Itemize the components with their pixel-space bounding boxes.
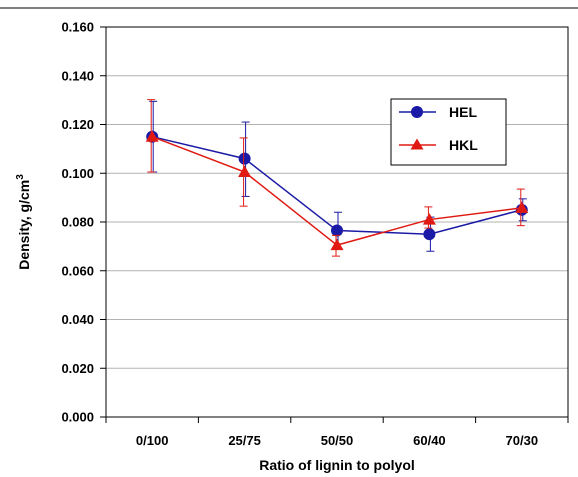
data-point — [145, 130, 159, 142]
x-tick-label: 50/50 — [321, 433, 354, 448]
x-tick-label: 0/100 — [136, 433, 169, 448]
grid-lines — [100, 26, 568, 418]
series-hel — [146, 100, 528, 252]
series-layer — [145, 99, 529, 257]
y-tick-labels: 0.000 0.020 0.040 0.060 0.080 0.100 0.120 0.140… — [61, 20, 94, 425]
x-tick-labels: 0/100 25/75 50/50 60/40 70/30 — [136, 433, 538, 448]
legend-label-hkl: HKL — [449, 137, 478, 153]
data-point — [331, 224, 343, 237]
y-tick-label: 0.040 — [61, 312, 94, 327]
legend-box — [390, 98, 507, 166]
y-tick-label: 0.060 — [61, 263, 94, 278]
data-point — [238, 152, 251, 165]
legend: HEL HKL — [390, 98, 507, 166]
y-tick-label: 0.020 — [61, 361, 94, 376]
plot-area-border — [105, 26, 569, 418]
y-axis-title-text: Density, g/cm — [16, 180, 32, 270]
y-tick-label: 0.140 — [61, 68, 94, 83]
x-tick-label: 25/75 — [228, 433, 261, 448]
legend-marker-hkl — [410, 138, 424, 150]
data-point — [423, 228, 436, 241]
legend-marker-hel — [411, 106, 423, 118]
y-axis-title: Density, g/cm3 — [15, 174, 32, 270]
series-hkl — [145, 99, 529, 257]
y-tick-label: 0.120 — [61, 117, 94, 132]
x-axis-title: Ratio of lignin to polyol — [259, 457, 415, 473]
plot-frame — [105, 26, 569, 423]
y-tick-label: 0.080 — [61, 215, 94, 230]
data-point — [238, 165, 252, 178]
y-tick-label: 0.100 — [61, 166, 94, 181]
data-point — [330, 238, 344, 251]
y-axis-title-superscript: 3 — [15, 174, 26, 180]
x-tick-label: 70/30 — [506, 433, 539, 448]
legend-label-hel: HEL — [449, 104, 477, 120]
y-tick-label: 0.160 — [61, 20, 94, 35]
data-point — [515, 201, 529, 213]
y-tick-label: 0.000 — [61, 410, 94, 425]
data-point — [422, 213, 436, 225]
x-tick-label: 60/40 — [413, 433, 446, 448]
